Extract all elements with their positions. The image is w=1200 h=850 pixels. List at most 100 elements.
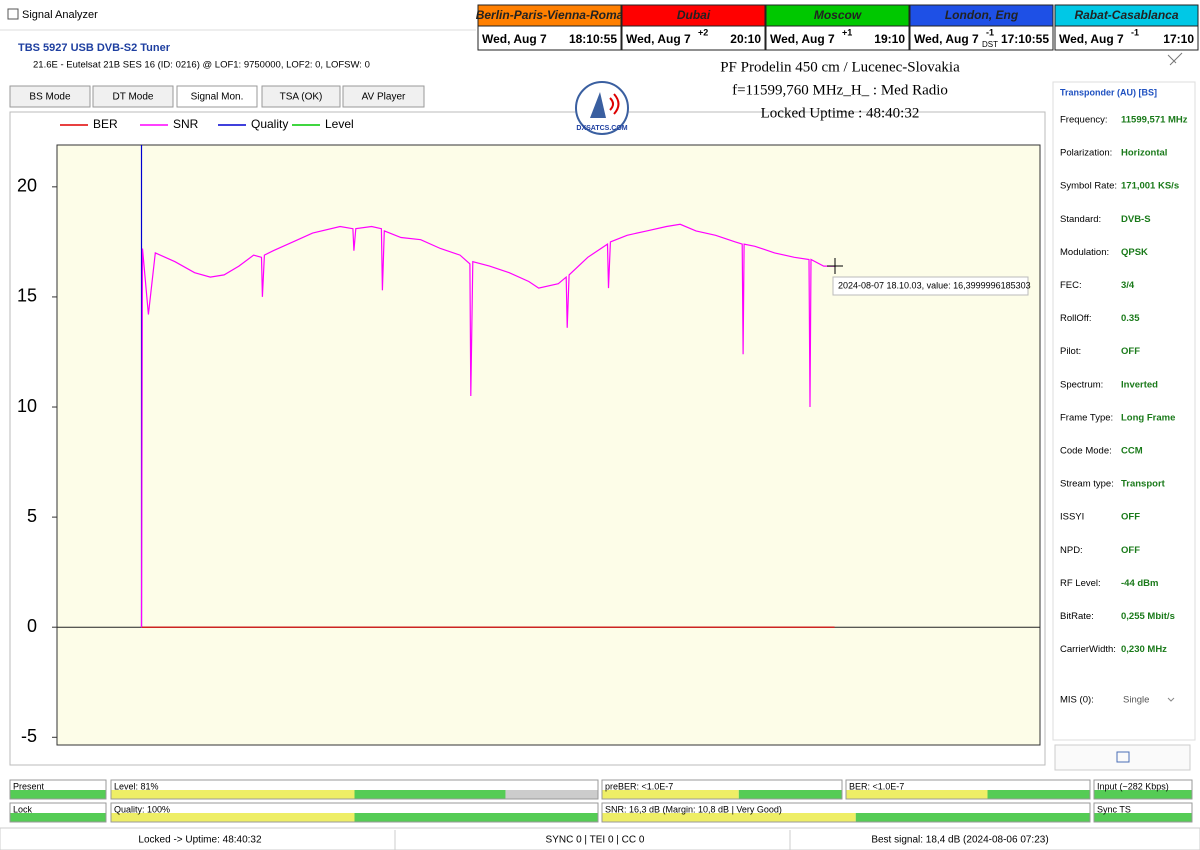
status-cell [9,779,107,800]
field-value: CCM [1121,446,1143,457]
tab-label: Signal Mon. [191,92,244,103]
field-label: Polarization: [1060,148,1112,159]
status-text: Input (~282 Kbps) [1097,781,1169,791]
info-line: Locked Uptime : 48:40:32 [761,105,920,121]
field-label: Code Mode: [1060,446,1112,457]
antenna-icon [1167,52,1183,66]
field-label: BitRate: [1060,611,1094,622]
field-label: Modulation: [1060,247,1109,258]
status-text: SNR: 16,3 dB (Margin: 10,8 dB | Very Goo… [605,804,782,814]
tab-label: TSA (OK) [280,92,323,103]
field-label: Symbol Rate: [1060,181,1117,192]
status-text: preBER: <1.0E-7 [605,781,673,791]
field-label: Standard: [1060,214,1101,225]
logo-dish [590,92,606,118]
clock-body [1054,25,1199,51]
tab[interactable] [9,85,91,108]
field-value: Long Frame [1121,412,1175,423]
clock-time: 19:10 [874,32,905,46]
field-value: OFF [1121,545,1140,556]
tab[interactable] [261,85,341,108]
field-label: RollOff: [1060,313,1092,324]
status-segment [10,813,106,822]
y-tick-label: -5 [21,726,37,746]
status-cell [845,779,1091,800]
field-value: OFF [1121,512,1140,523]
status-segment [602,790,739,799]
clock-time: 17:10 [1163,32,1194,46]
status-segment [855,813,1090,822]
clock-body [621,25,766,51]
tooltip-box [832,276,1029,296]
y-tick-label: 5 [27,506,37,526]
footer-text: Best signal: 18,4 dB (2024-08-06 07:23) [871,835,1048,846]
status-segment [1094,790,1192,799]
field-label: MIS (0): [1060,695,1094,706]
panel-button[interactable] [1054,744,1191,771]
tab[interactable] [342,85,425,108]
field-label: Stream type: [1060,479,1114,490]
clock-time: 18:10:55 [569,32,617,46]
field-value: Horizontal [1121,148,1167,159]
status-text: Sync TS [1097,804,1131,814]
tab-label: AV Player [362,92,406,103]
field-value: 171,001 KS/s [1121,181,1179,192]
clock-day: Wed, Aug 7 [626,32,691,46]
clock-day: Wed, Aug 7 [914,32,979,46]
field-value: Transport [1121,479,1166,490]
y-tick-label: 0 [27,616,37,636]
status-cell [1093,779,1193,800]
legend-label: Quality [251,117,288,131]
cursor-cross [827,258,843,274]
dropdown-value[interactable]: Single [1123,695,1149,706]
status-cell [110,779,599,800]
status-segment [1094,813,1192,822]
tab[interactable] [176,85,258,108]
clock-time: 20:10 [730,32,761,46]
field-value: DVB-S [1121,214,1151,225]
status-segment [505,790,598,799]
status-segment [354,790,506,799]
status-cell [110,802,599,823]
status-segment [354,813,598,822]
tuner-name: TBS 5927 USB DVB-S2 Tuner [18,42,171,54]
field-label: NPD: [1060,545,1083,556]
status-cell [1093,802,1193,823]
status-cell [9,802,107,823]
status-segment [10,790,106,799]
app-icon [7,8,19,20]
footer-bar [0,827,1200,850]
y-tick-label: 20 [17,176,37,196]
field-value: 11599,571 MHz [1121,115,1188,126]
tooltip-text: 2024-08-07 18.10.03, value: 16,399999618… [838,280,1031,290]
clock-body [909,25,1054,51]
clock-offset: -1 [986,27,994,37]
y-tick-label: 15 [17,286,37,306]
field-label: Pilot: [1060,346,1081,357]
clock-city: Moscow [814,8,862,22]
clock-offset: -1 [1131,27,1139,37]
logo-text: DXSATCS.COM [576,125,627,132]
status-text: Level: 81% [114,781,159,791]
window-title: Signal Analyzer [22,9,98,21]
field-value: OFF [1121,346,1140,357]
footer-text: Locked -> Uptime: 48:40:32 [138,835,262,846]
field-value: 0.35 [1121,313,1140,324]
info-line: PF Prodelin 450 cm / Lucenec-Slovakia [720,59,960,75]
clock-day: Wed, Aug 7 [482,32,547,46]
status-text: Lock [13,804,33,814]
panel-title: Transponder (AU) [BS] [1060,87,1157,97]
status-segment [846,790,988,799]
button-icon [1116,751,1130,763]
clock-body [477,25,622,51]
field-label: Frame Type: [1060,412,1113,423]
tab[interactable] [92,85,174,108]
field-label: Spectrum: [1060,379,1103,390]
status-text: Present [13,781,45,791]
tuner-details: 21.6E - Eutelsat 21B SES 16 (ID: 0216) @… [33,60,370,71]
info-line: f=11599,760 MHz_H_ : Med Radio [732,82,948,98]
tab-label: DT Mode [113,92,154,103]
clock-city: Rabat-Casablanca [1074,8,1178,22]
clock-dst: DST [982,40,998,49]
